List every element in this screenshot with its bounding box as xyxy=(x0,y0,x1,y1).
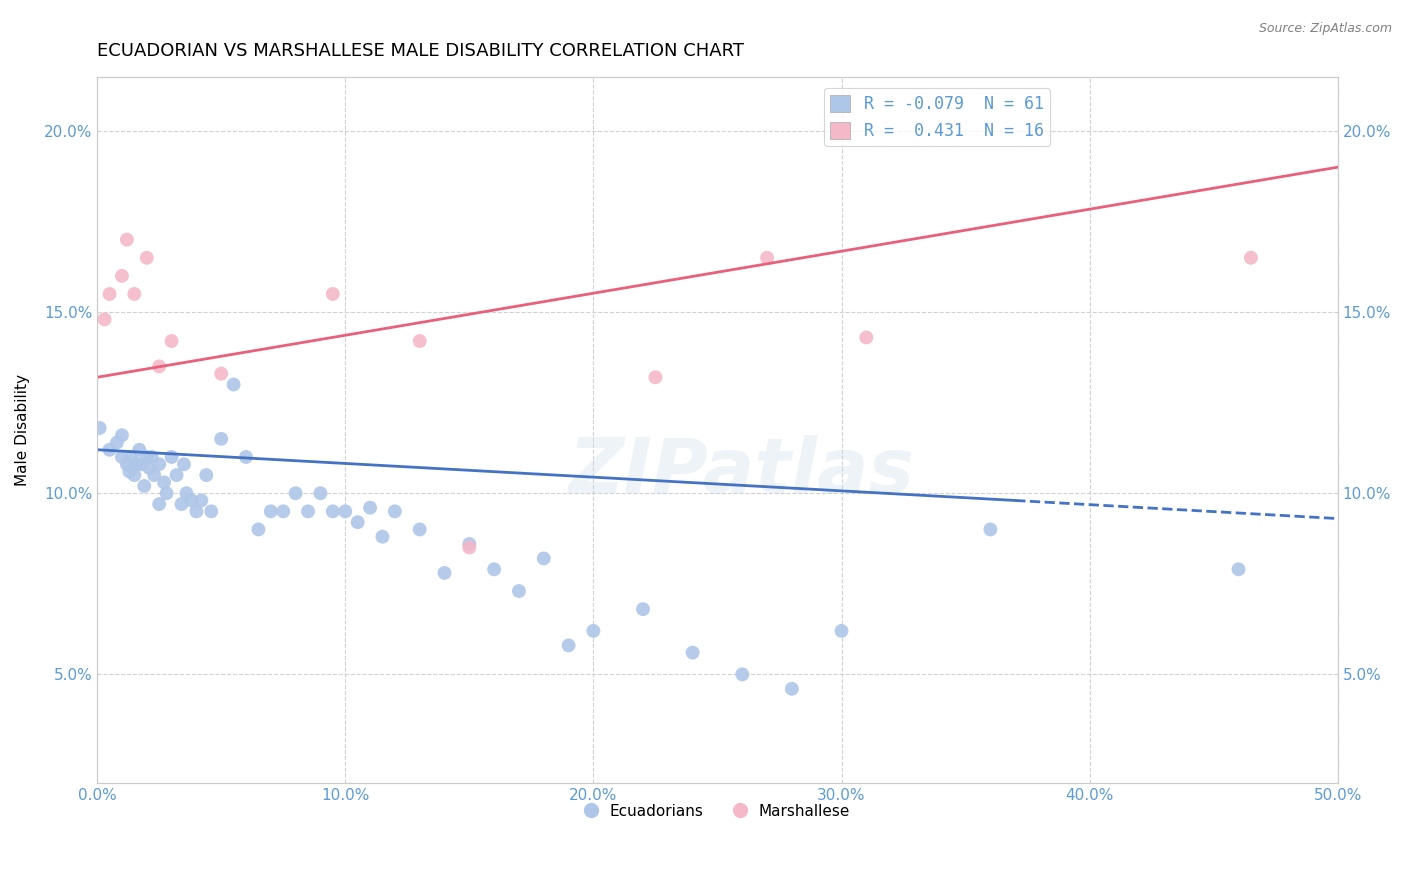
Point xyxy=(141,450,163,464)
Point xyxy=(186,504,208,518)
Point xyxy=(482,562,505,576)
Point xyxy=(128,442,150,457)
Point xyxy=(111,428,134,442)
Text: ZIPatlas: ZIPatlas xyxy=(569,435,915,509)
Point xyxy=(118,465,141,479)
Point xyxy=(309,486,332,500)
Point xyxy=(582,624,605,638)
Point xyxy=(644,370,666,384)
Point xyxy=(297,504,319,518)
Point xyxy=(195,468,218,483)
Point xyxy=(176,486,198,500)
Point xyxy=(247,523,270,537)
Point xyxy=(190,493,212,508)
Text: ECUADORIAN VS MARSHALLESE MALE DISABILITY CORRELATION CHART: ECUADORIAN VS MARSHALLESE MALE DISABILIT… xyxy=(97,42,744,60)
Y-axis label: Male Disability: Male Disability xyxy=(15,374,30,486)
Point xyxy=(170,497,193,511)
Point xyxy=(121,450,143,464)
Point xyxy=(115,457,138,471)
Point xyxy=(98,442,121,457)
Point xyxy=(409,334,432,348)
Point xyxy=(780,681,803,696)
Point xyxy=(458,537,481,551)
Legend: Ecuadorians, Marshallese: Ecuadorians, Marshallese xyxy=(579,797,856,825)
Point xyxy=(180,493,202,508)
Point xyxy=(200,504,222,518)
Point xyxy=(284,486,307,500)
Point xyxy=(135,450,157,464)
Point xyxy=(135,251,157,265)
Point xyxy=(508,584,530,599)
Point xyxy=(346,515,368,529)
Text: Source: ZipAtlas.com: Source: ZipAtlas.com xyxy=(1258,22,1392,36)
Point xyxy=(979,523,1001,537)
Point xyxy=(148,359,170,374)
Point xyxy=(756,251,779,265)
Point xyxy=(131,457,153,471)
Point xyxy=(1240,251,1263,265)
Point xyxy=(160,334,183,348)
Point xyxy=(235,450,257,464)
Point xyxy=(124,468,146,483)
Point xyxy=(160,450,183,464)
Point xyxy=(371,530,394,544)
Point xyxy=(458,541,481,555)
Point xyxy=(409,523,432,537)
Point xyxy=(173,457,195,471)
Point xyxy=(322,504,344,518)
Point xyxy=(682,646,704,660)
Point xyxy=(89,421,111,435)
Point xyxy=(433,566,456,580)
Point xyxy=(105,435,128,450)
Point xyxy=(138,461,160,475)
Point xyxy=(222,377,245,392)
Point xyxy=(359,500,381,515)
Point xyxy=(153,475,176,490)
Point xyxy=(166,468,188,483)
Point xyxy=(731,667,754,681)
Point xyxy=(384,504,406,518)
Point xyxy=(322,287,344,301)
Point xyxy=(148,497,170,511)
Point xyxy=(111,268,134,283)
Point xyxy=(533,551,555,566)
Point xyxy=(631,602,654,616)
Point xyxy=(111,450,134,464)
Point xyxy=(831,624,853,638)
Point xyxy=(209,367,232,381)
Point xyxy=(115,233,138,247)
Point xyxy=(271,504,294,518)
Point xyxy=(98,287,121,301)
Point xyxy=(124,287,146,301)
Point xyxy=(125,457,148,471)
Point xyxy=(335,504,357,518)
Point xyxy=(855,330,877,344)
Point xyxy=(134,479,156,493)
Point xyxy=(557,639,579,653)
Point xyxy=(93,312,115,326)
Point xyxy=(209,432,232,446)
Point xyxy=(260,504,283,518)
Point xyxy=(148,457,170,471)
Point xyxy=(143,468,166,483)
Point xyxy=(1227,562,1250,576)
Point xyxy=(155,486,177,500)
